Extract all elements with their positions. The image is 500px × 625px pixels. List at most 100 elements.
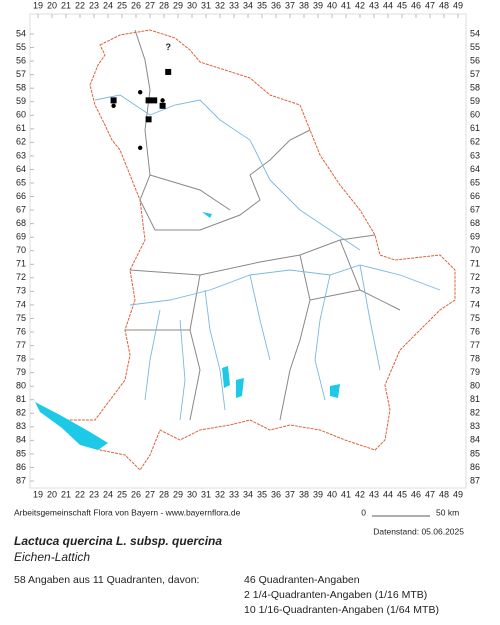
y-label: 72 bbox=[16, 272, 26, 282]
y-label: 56 bbox=[470, 55, 480, 65]
x-label: 38 bbox=[299, 489, 309, 499]
stat: 2 1/4-Quadranten-Angaben (1/16 MTB) bbox=[244, 589, 427, 601]
x-label: 35 bbox=[257, 0, 267, 10]
x-label: 21 bbox=[61, 489, 71, 499]
record-square bbox=[151, 97, 158, 104]
y-label: 79 bbox=[16, 367, 26, 377]
record-dot bbox=[138, 90, 143, 95]
y-label: 58 bbox=[16, 83, 26, 93]
y-label: 64 bbox=[470, 164, 480, 174]
credit: Arbeitsgemeinschaft Flora von Bayern - w… bbox=[14, 507, 241, 517]
x-label: 49 bbox=[453, 489, 463, 499]
x-label: 24 bbox=[103, 0, 113, 10]
y-label: 72 bbox=[470, 272, 480, 282]
x-label: 20 bbox=[47, 0, 57, 10]
y-label: 76 bbox=[470, 326, 480, 336]
record-square bbox=[145, 116, 152, 123]
x-label: 31 bbox=[201, 489, 211, 499]
y-label: 80 bbox=[470, 381, 480, 391]
x-label: 28 bbox=[159, 0, 169, 10]
unknown-marker: ? bbox=[165, 42, 171, 52]
y-label: 70 bbox=[470, 245, 480, 255]
scale-start: 0 bbox=[361, 507, 366, 517]
y-label: 86 bbox=[16, 462, 26, 472]
y-label: 73 bbox=[470, 286, 480, 296]
x-label: 45 bbox=[397, 489, 407, 499]
x-label: 33 bbox=[229, 0, 239, 10]
x-label: 29 bbox=[173, 489, 183, 499]
y-label: 84 bbox=[470, 435, 480, 445]
y-label: 55 bbox=[470, 42, 480, 52]
y-label: 66 bbox=[470, 191, 480, 201]
state-border bbox=[59, 29, 456, 471]
region-borders bbox=[125, 29, 401, 421]
x-label: 46 bbox=[411, 0, 421, 10]
y-label: 83 bbox=[16, 421, 26, 431]
x-label: 32 bbox=[215, 0, 225, 10]
x-label: 43 bbox=[369, 0, 379, 10]
y-label: 80 bbox=[16, 381, 26, 391]
x-label: 42 bbox=[355, 489, 365, 499]
x-label: 42 bbox=[355, 0, 365, 10]
y-label: 61 bbox=[470, 123, 480, 133]
y-label: 81 bbox=[16, 394, 26, 404]
x-label: 25 bbox=[117, 0, 127, 10]
x-label: 30 bbox=[187, 489, 197, 499]
x-label: 49 bbox=[453, 0, 463, 10]
y-label: 79 bbox=[470, 367, 480, 377]
y-label: 74 bbox=[16, 299, 26, 309]
x-label: 34 bbox=[243, 489, 253, 499]
y-label: 81 bbox=[470, 394, 480, 404]
x-label: 21 bbox=[61, 0, 71, 10]
axis-labels: 19 19 20 20 21 21 22 22 23 23 24 24 25 25 26 26 27 27 28 28… bbox=[16, 0, 480, 499]
x-label: 20 bbox=[47, 489, 57, 499]
x-label: 37 bbox=[285, 489, 295, 499]
x-label: 40 bbox=[327, 489, 337, 499]
x-label: 37 bbox=[285, 0, 295, 10]
y-label: 69 bbox=[470, 232, 480, 242]
x-label: 48 bbox=[439, 0, 449, 10]
y-label: 64 bbox=[16, 164, 26, 174]
x-label: 35 bbox=[257, 489, 267, 499]
y-label: 66 bbox=[16, 191, 26, 201]
y-label: 68 bbox=[470, 218, 480, 228]
x-label: 26 bbox=[131, 489, 141, 499]
x-label: 43 bbox=[369, 489, 379, 499]
record-dot bbox=[111, 103, 116, 108]
y-label: 77 bbox=[16, 340, 26, 350]
x-label: 41 bbox=[341, 0, 351, 10]
y-label: 85 bbox=[16, 448, 26, 458]
stat: 46 Quadranten-Angaben bbox=[244, 574, 360, 586]
y-label: 87 bbox=[470, 475, 480, 485]
y-label: 77 bbox=[470, 340, 480, 350]
x-label: 44 bbox=[383, 0, 393, 10]
y-label: 62 bbox=[470, 137, 480, 147]
x-label: 26 bbox=[131, 0, 141, 10]
y-label: 61 bbox=[16, 123, 26, 133]
summary: 58 Angaben aus 11 Quadranten, davon: bbox=[14, 574, 199, 586]
x-label: 22 bbox=[75, 0, 85, 10]
x-label: 36 bbox=[271, 489, 281, 499]
y-label: 57 bbox=[470, 69, 480, 79]
y-label: 58 bbox=[470, 83, 480, 93]
y-label: 75 bbox=[470, 313, 480, 323]
x-label: 27 bbox=[145, 489, 155, 499]
y-label: 54 bbox=[16, 28, 26, 38]
x-label: 40 bbox=[327, 0, 337, 10]
y-label: 55 bbox=[16, 42, 26, 52]
x-label: 39 bbox=[313, 0, 323, 10]
y-label: 59 bbox=[16, 96, 26, 106]
y-label: 85 bbox=[470, 448, 480, 458]
y-label: 63 bbox=[470, 150, 480, 160]
record-square bbox=[145, 97, 152, 104]
y-label: 82 bbox=[470, 408, 480, 418]
y-label: 74 bbox=[470, 299, 480, 309]
x-label: 32 bbox=[215, 489, 225, 499]
x-label: 25 bbox=[117, 489, 127, 499]
x-label: 30 bbox=[187, 0, 197, 10]
y-label: 73 bbox=[16, 286, 26, 296]
date: Datenstand: 05.06.2025 bbox=[373, 526, 464, 536]
y-label: 65 bbox=[470, 177, 480, 187]
y-label: 71 bbox=[16, 259, 26, 269]
